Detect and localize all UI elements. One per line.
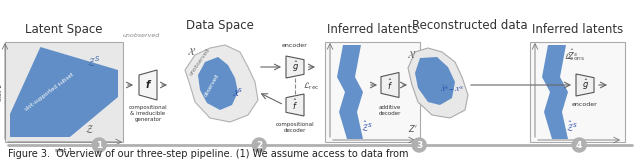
Text: f: f xyxy=(146,80,150,90)
Polygon shape xyxy=(286,94,304,116)
Circle shape xyxy=(252,138,266,152)
Circle shape xyxy=(412,138,426,152)
Polygon shape xyxy=(415,57,455,105)
Text: 3: 3 xyxy=(416,140,422,149)
Text: 1: 1 xyxy=(96,140,102,149)
Polygon shape xyxy=(408,48,468,118)
Polygon shape xyxy=(139,70,157,100)
Text: $\hat{f}$: $\hat{f}$ xyxy=(387,78,393,92)
Polygon shape xyxy=(381,72,399,97)
Polygon shape xyxy=(337,45,363,139)
FancyBboxPatch shape xyxy=(5,42,123,142)
Text: $\mathcal{L}_{\rm cons}$: $\mathcal{L}_{\rm cons}$ xyxy=(564,52,586,63)
Text: $\hat{\mathcal{Z}}^S$: $\hat{\mathcal{Z}}^S$ xyxy=(361,120,373,134)
Polygon shape xyxy=(185,45,258,122)
Text: $\mathcal{X}^S$: $\mathcal{X}^S$ xyxy=(232,86,244,98)
Polygon shape xyxy=(10,47,118,137)
Text: Inferred latents: Inferred latents xyxy=(327,23,418,36)
Circle shape xyxy=(572,138,586,152)
Text: $\hat{f}$: $\hat{f}$ xyxy=(292,98,298,112)
Circle shape xyxy=(92,138,106,152)
Text: Data Space: Data Space xyxy=(186,19,254,32)
Text: observed: observed xyxy=(204,73,221,97)
Text: compositional
decoder: compositional decoder xyxy=(276,122,314,133)
Text: $\hat{g}$: $\hat{g}$ xyxy=(582,78,589,92)
Text: unobserved: unobserved xyxy=(189,47,211,77)
FancyBboxPatch shape xyxy=(530,42,625,142)
Polygon shape xyxy=(542,45,568,139)
Text: $\hat{g}$: $\hat{g}$ xyxy=(291,60,298,74)
Polygon shape xyxy=(286,56,304,78)
Text: $\hat{Z}^s$: $\hat{Z}^s$ xyxy=(566,47,577,62)
Polygon shape xyxy=(198,57,238,110)
Text: unobserved: unobserved xyxy=(122,33,159,38)
Text: $\hat{\mathcal{X}}^S - \mathcal{X}^S$: $\hat{\mathcal{X}}^S - \mathcal{X}^S$ xyxy=(440,83,464,93)
Text: $\mathcal{Z}^S$: $\mathcal{Z}^S$ xyxy=(87,55,100,69)
Text: 4: 4 xyxy=(576,140,582,149)
Text: Reconstructed data: Reconstructed data xyxy=(412,19,528,32)
Text: $\mathcal{X}$: $\mathcal{X}$ xyxy=(188,47,196,57)
Text: slot 1: slot 1 xyxy=(56,148,72,153)
Text: slot 2: slot 2 xyxy=(0,83,3,101)
Text: encoder: encoder xyxy=(282,43,308,48)
Text: $\hat{\mathcal{Z}}^S$: $\hat{\mathcal{Z}}^S$ xyxy=(566,120,578,134)
Text: Figure 3.  Overview of our three-step pipeline. (1) We assume access to data fro: Figure 3. Overview of our three-step pip… xyxy=(8,149,408,159)
Text: $\mathcal{X}$: $\mathcal{X}$ xyxy=(408,50,417,60)
Text: $Z'$: $Z'$ xyxy=(408,123,418,134)
Text: Inferred latents: Inferred latents xyxy=(532,23,623,36)
Text: Latent Space: Latent Space xyxy=(25,23,103,36)
Text: $\mathcal{Z}$: $\mathcal{Z}$ xyxy=(86,123,95,135)
Polygon shape xyxy=(576,74,594,96)
FancyBboxPatch shape xyxy=(325,42,420,142)
Text: compositional
& irreducible
generator: compositional & irreducible generator xyxy=(129,105,167,122)
Text: 2: 2 xyxy=(256,140,262,149)
Text: additive
decoder: additive decoder xyxy=(379,105,401,116)
Text: $\mathcal{L}_{\rm rec}$: $\mathcal{L}_{\rm rec}$ xyxy=(303,80,320,92)
Text: slot-supported subset: slot-supported subset xyxy=(24,72,76,112)
Text: encoder: encoder xyxy=(572,102,598,107)
